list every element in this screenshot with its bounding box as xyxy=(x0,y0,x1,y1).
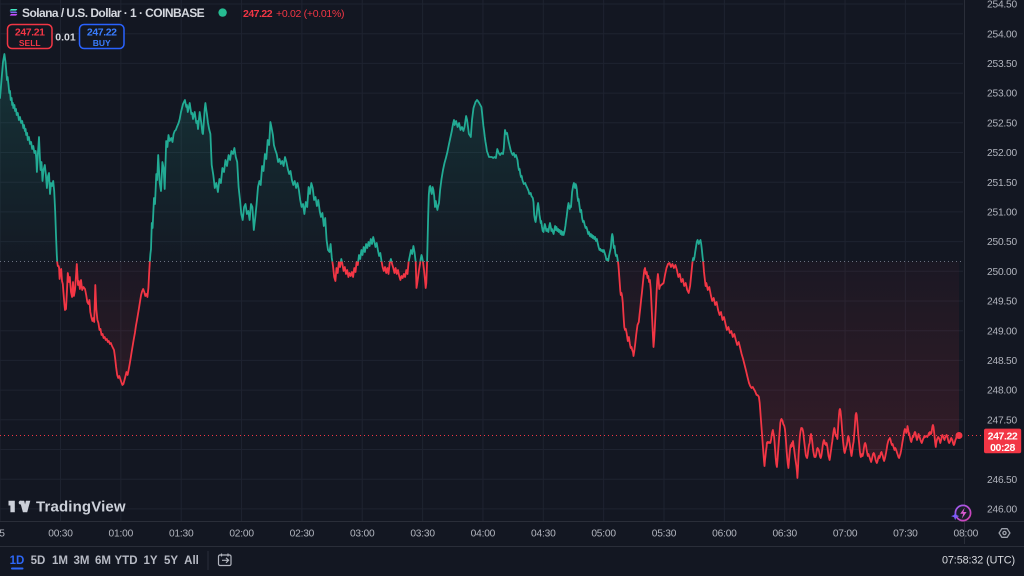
svg-text:247.22: 247.22 xyxy=(87,27,117,39)
svg-text:All: All xyxy=(184,555,199,567)
svg-text:1D: 1D xyxy=(10,555,25,567)
svg-text:04:00: 04:00 xyxy=(471,529,496,540)
svg-text:253.00: 253.00 xyxy=(987,89,1017,100)
svg-text:1M: 1M xyxy=(52,555,68,567)
svg-text:250.00: 250.00 xyxy=(987,267,1017,278)
svg-text:BUY: BUY xyxy=(93,38,111,48)
svg-text:00:30: 00:30 xyxy=(48,529,73,540)
svg-text:01:30: 01:30 xyxy=(169,529,194,540)
svg-text:254.00: 254.00 xyxy=(987,29,1017,40)
svg-text:247.22: 247.22 xyxy=(243,8,273,20)
svg-text:YTD: YTD xyxy=(115,555,138,567)
svg-text:04:30: 04:30 xyxy=(531,529,556,540)
svg-text:00:28: 00:28 xyxy=(990,442,1015,454)
svg-text:02:30: 02:30 xyxy=(290,529,315,540)
svg-text:07:30: 07:30 xyxy=(893,529,918,540)
svg-text:06:30: 06:30 xyxy=(772,529,797,540)
svg-text:246.50: 246.50 xyxy=(987,475,1017,486)
svg-text:246.00: 246.00 xyxy=(987,505,1017,516)
svg-text:253.50: 253.50 xyxy=(987,59,1017,70)
svg-text:01:00: 01:00 xyxy=(109,529,134,540)
svg-text:6M: 6M xyxy=(95,555,111,567)
svg-text:03:00: 03:00 xyxy=(350,529,375,540)
svg-text:06:00: 06:00 xyxy=(712,529,737,540)
svg-text:03:30: 03:30 xyxy=(410,529,435,540)
svg-text:252.50: 252.50 xyxy=(987,118,1017,129)
svg-text:SELL: SELL xyxy=(19,38,41,48)
svg-text:Solana / U.S. Dollar · 1 · COI: Solana / U.S. Dollar · 1 · COINBASE xyxy=(22,6,205,20)
svg-text:248.50: 248.50 xyxy=(987,356,1017,367)
svg-text:5Y: 5Y xyxy=(164,555,178,567)
svg-text:5: 5 xyxy=(0,529,5,540)
svg-text:248.00: 248.00 xyxy=(987,386,1017,397)
svg-text:05:30: 05:30 xyxy=(652,529,677,540)
svg-text:3M: 3M xyxy=(74,555,90,567)
svg-text:250.50: 250.50 xyxy=(987,237,1017,248)
svg-text:05:00: 05:00 xyxy=(591,529,616,540)
svg-text:251.00: 251.00 xyxy=(987,208,1017,219)
svg-text:0.01: 0.01 xyxy=(55,32,76,44)
svg-text:252.00: 252.00 xyxy=(987,148,1017,159)
svg-text:249.00: 249.00 xyxy=(987,326,1017,337)
svg-text:247.50: 247.50 xyxy=(987,415,1017,426)
svg-text:247.22: 247.22 xyxy=(988,430,1018,442)
svg-text:254.50: 254.50 xyxy=(987,0,1017,11)
svg-text:251.50: 251.50 xyxy=(987,178,1017,189)
svg-text:249.50: 249.50 xyxy=(987,297,1017,308)
svg-text:08:00: 08:00 xyxy=(954,529,979,540)
svg-text:02:00: 02:00 xyxy=(229,529,254,540)
svg-text:1Y: 1Y xyxy=(143,555,157,567)
svg-text:07:00: 07:00 xyxy=(833,529,858,540)
svg-text:5D: 5D xyxy=(31,555,46,567)
svg-text:247.21: 247.21 xyxy=(15,27,45,39)
svg-text:+0.02 (+0.01%): +0.02 (+0.01%) xyxy=(276,8,344,20)
svg-text:TradingView: TradingView xyxy=(36,499,126,516)
svg-text:07:58:32 (UTC): 07:58:32 (UTC) xyxy=(942,555,1015,567)
